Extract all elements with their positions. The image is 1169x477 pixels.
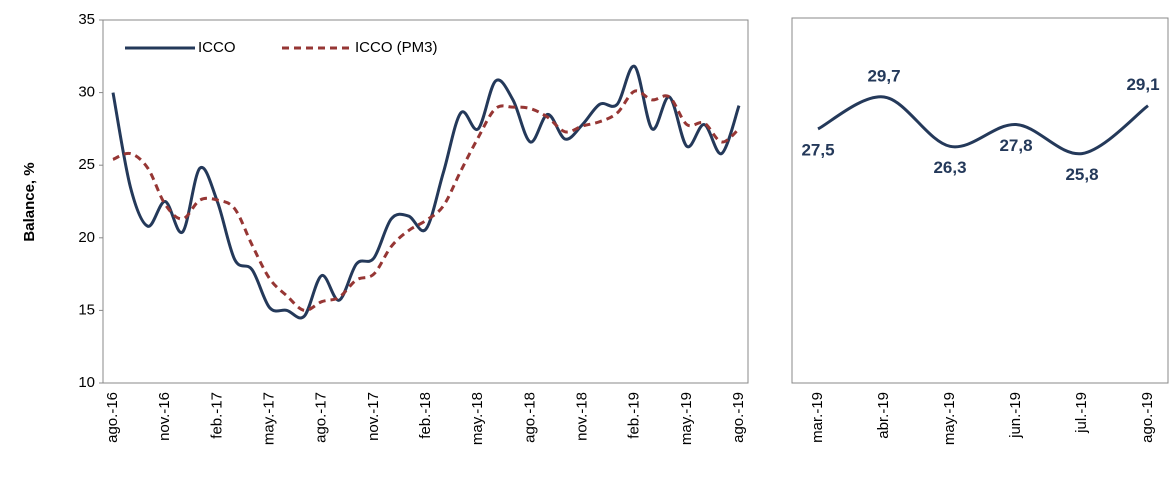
x-tick-label: ago.-19 (730, 392, 747, 443)
x-tick-label: may.-19 (678, 392, 695, 445)
x-tick-label: nov.-18 (573, 392, 590, 441)
y-tick-label: 20 (78, 229, 95, 246)
x-tick-label: ago.-18 (521, 392, 538, 443)
x-tick-label: ago.-19 (1139, 392, 1156, 443)
y-tick-label: 10 (78, 374, 95, 391)
value-label: 27,8 (999, 136, 1032, 155)
value-label: 29,7 (867, 66, 900, 85)
y-tick-label: 15 (78, 301, 95, 318)
x-tick-label: may.-19 (941, 392, 958, 445)
x-tick-label: may.-17 (260, 392, 277, 445)
x-tick-label: ago.-16 (104, 392, 121, 443)
x-tick-label: jul.-19 (1073, 392, 1090, 434)
x-tick-label: feb.-17 (208, 392, 225, 439)
plot-frame (791, 17, 1169, 384)
value-label: 27,5 (801, 140, 834, 159)
x-tick-label: mar.-19 (809, 392, 826, 443)
value-label: 25,8 (1065, 165, 1098, 184)
x-tick-label: ago.-17 (313, 392, 330, 443)
line (112, 89, 741, 312)
value-label: 26,3 (933, 158, 966, 177)
y-tick-label: 25 (78, 156, 95, 173)
x-tick-label: abr.-19 (875, 392, 892, 439)
y-axis-label: Balance, % (21, 162, 38, 241)
x-tick-label: nov.-16 (156, 392, 173, 441)
x-tick-label: feb.-18 (417, 392, 434, 439)
legend-label: ICCO (198, 39, 236, 56)
line (817, 95, 1149, 156)
y-tick-label: 35 (78, 11, 95, 28)
line (111, 64, 741, 320)
x-tick-label: nov.-17 (365, 392, 382, 441)
value-label: 29,1 (1126, 75, 1159, 94)
x-tick-label: feb.-19 (626, 392, 643, 439)
x-tick-label: may.-18 (469, 392, 486, 445)
x-tick-label: jun.-19 (1007, 392, 1024, 439)
y-tick-label: 30 (78, 84, 95, 101)
plot-frame (102, 19, 749, 384)
legend-label: ICCO (PM3) (355, 39, 438, 56)
